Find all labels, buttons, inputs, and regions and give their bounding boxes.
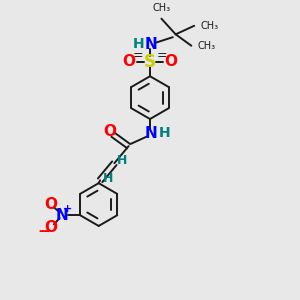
Text: CH₃: CH₃ [200, 21, 219, 31]
Text: O: O [44, 197, 57, 212]
Text: N: N [145, 37, 158, 52]
Text: O: O [44, 220, 57, 235]
Text: +: + [63, 204, 72, 214]
Text: S: S [144, 53, 156, 71]
Text: O: O [103, 124, 117, 139]
Text: N: N [145, 126, 158, 141]
Text: =: = [133, 49, 143, 62]
Text: O: O [123, 55, 136, 70]
Text: H: H [159, 126, 171, 140]
Text: CH₃: CH₃ [152, 3, 170, 13]
Text: N: N [56, 208, 69, 223]
Text: H: H [117, 154, 128, 167]
Text: CH₃: CH₃ [198, 41, 216, 51]
Text: O: O [164, 55, 177, 70]
Text: H: H [103, 172, 113, 185]
Text: H: H [133, 37, 145, 51]
Text: =: = [157, 49, 167, 62]
Text: −: − [37, 224, 50, 239]
